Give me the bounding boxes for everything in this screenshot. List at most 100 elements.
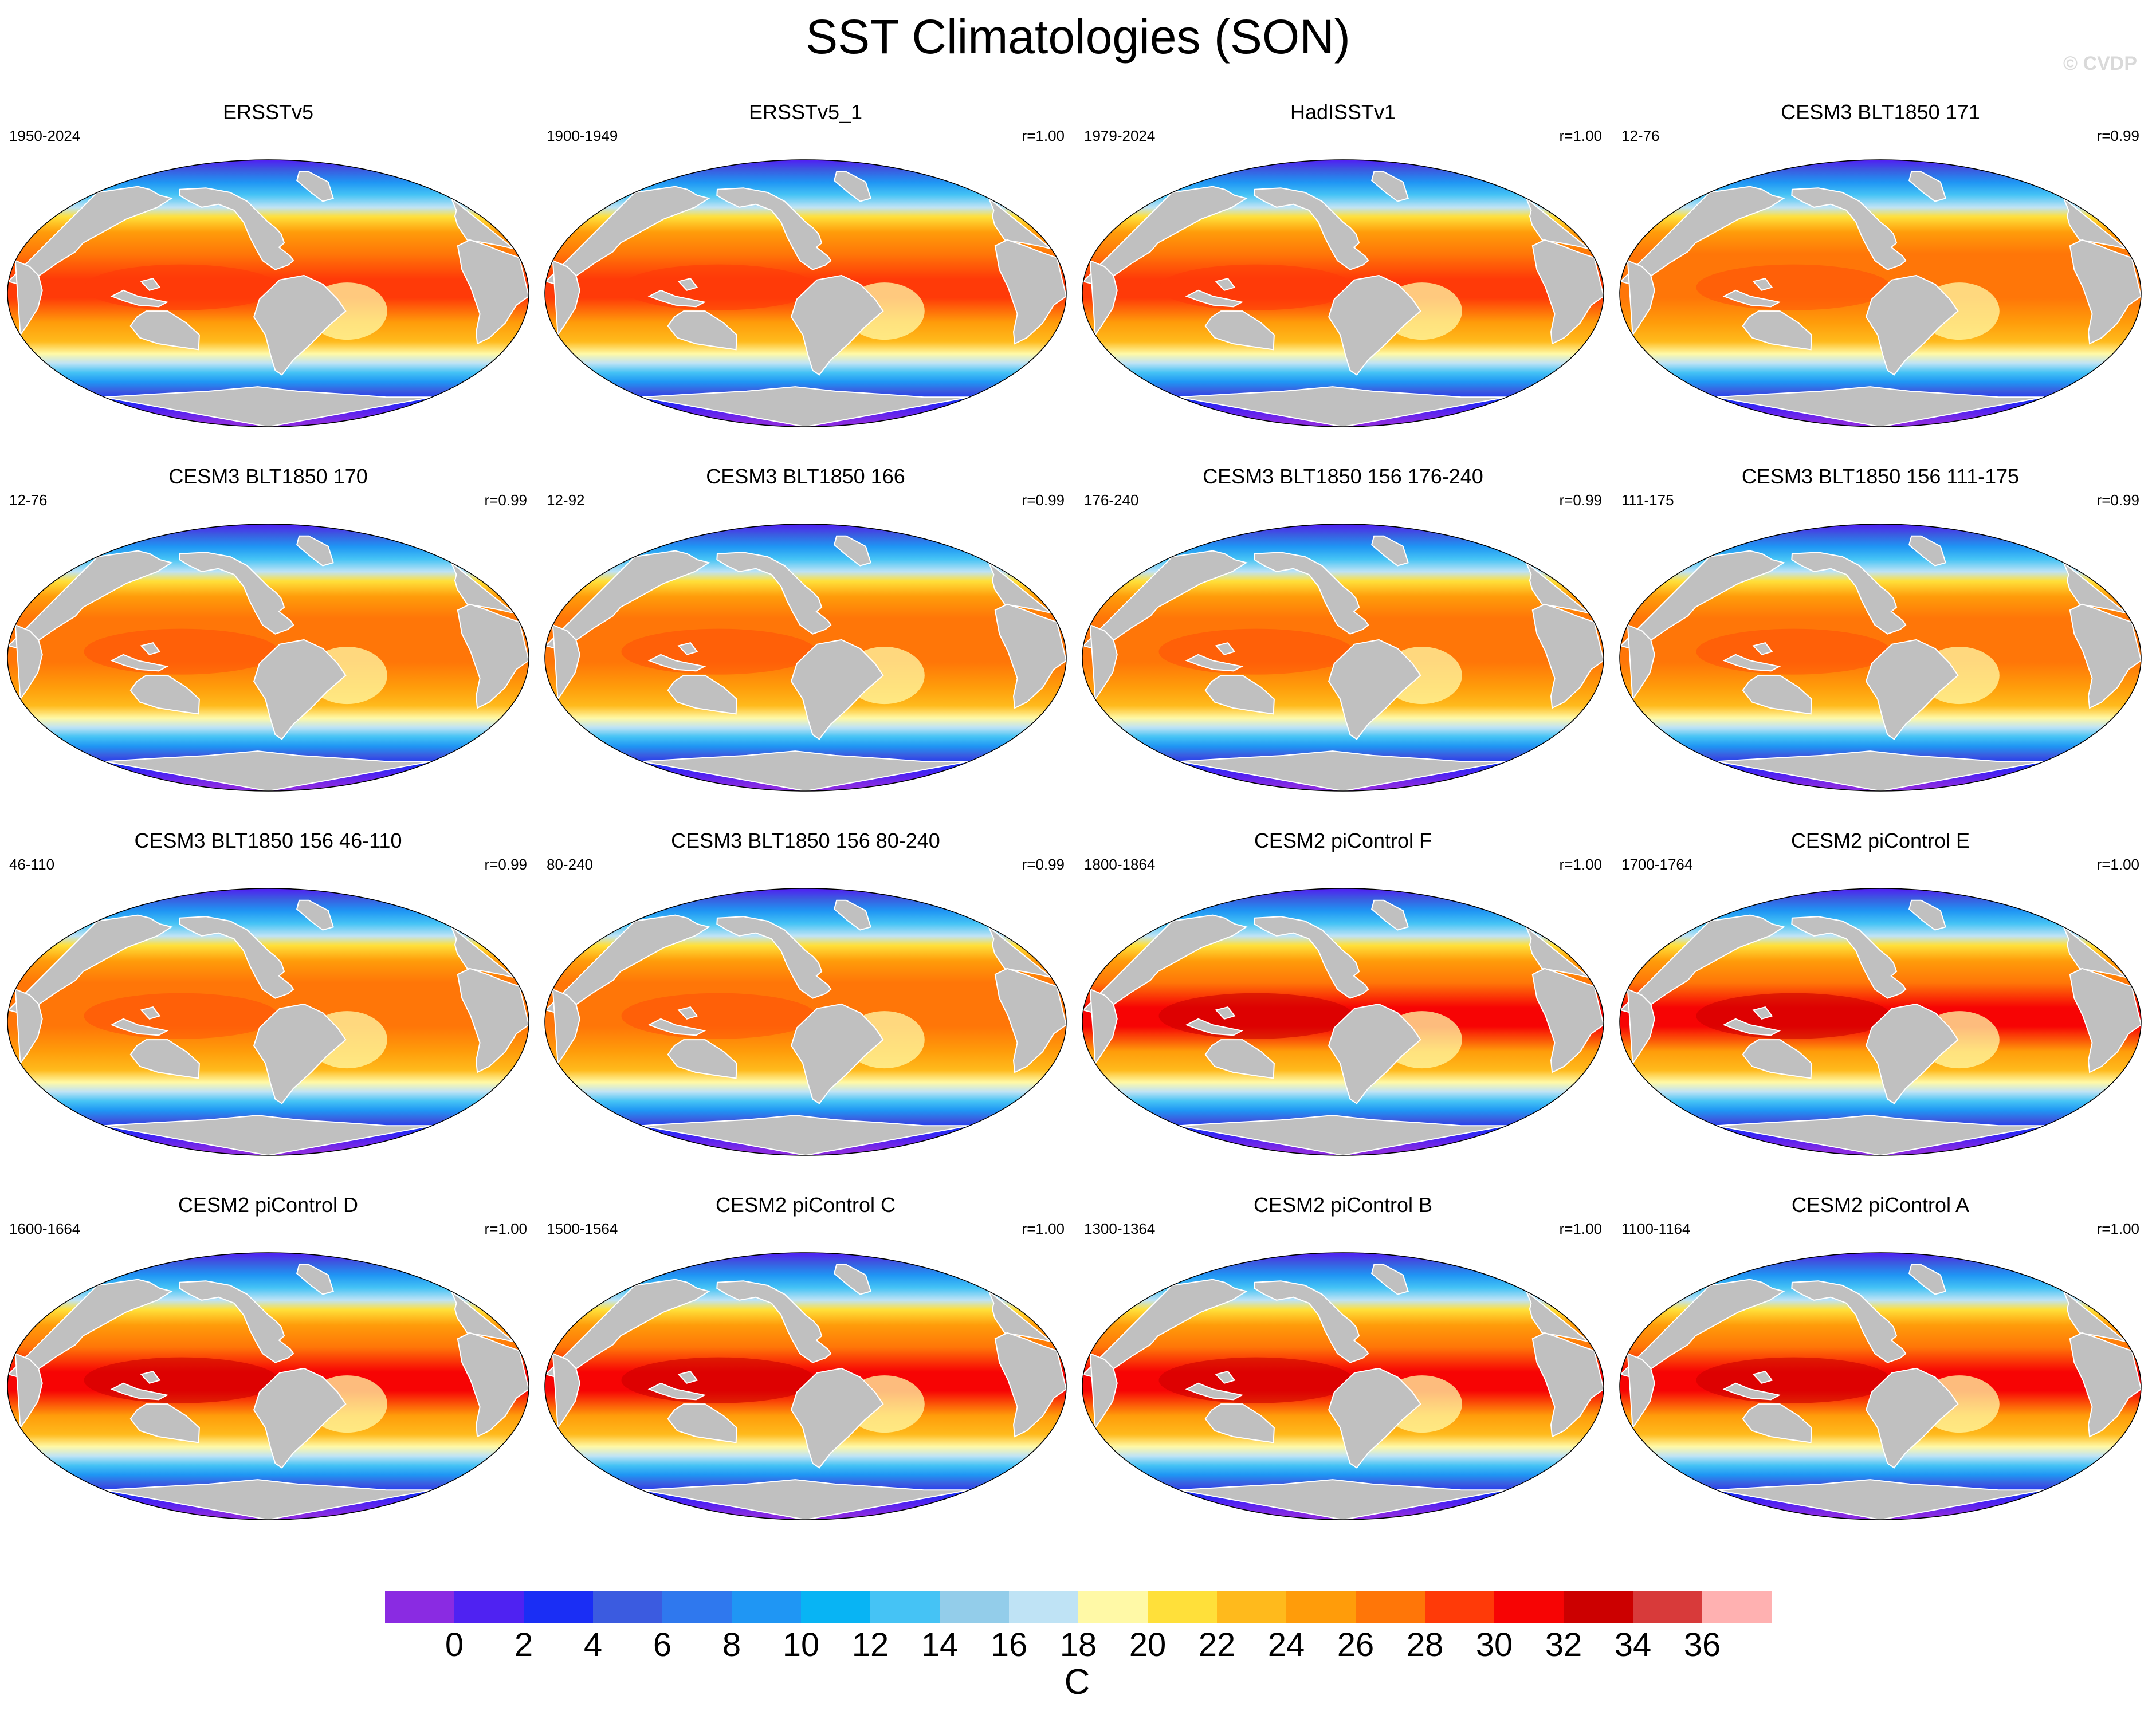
colorbar-swatch <box>1009 1591 1078 1623</box>
land-mass <box>552 259 580 337</box>
panel-correlation: r=0.99 <box>1022 856 1065 873</box>
land-mass <box>1089 259 1118 337</box>
panel-title: CESM3 BLT1850 166 <box>706 465 905 488</box>
colorbar-swatch <box>662 1591 732 1623</box>
land-mass <box>1179 750 1507 791</box>
land-mass <box>1716 386 2045 427</box>
land-mass <box>104 1479 433 1520</box>
land-mass <box>1627 259 1655 337</box>
land-mass <box>1204 675 1275 715</box>
colorbar-swatch <box>1564 1591 1633 1623</box>
land-mass <box>647 654 706 672</box>
sst-map <box>544 888 1067 1156</box>
land-mass <box>1716 1115 2045 1155</box>
land-mass <box>104 750 433 791</box>
panel-title: CESM3 BLT1850 156 46-110 <box>134 829 402 852</box>
land-mass <box>296 899 334 931</box>
land-mass <box>450 196 515 250</box>
land-mass <box>450 561 515 614</box>
land-mass <box>1089 988 1118 1065</box>
land-mass <box>1089 1352 1118 1430</box>
sst-map <box>544 524 1067 792</box>
map-layers <box>7 888 529 1155</box>
colorbar-tick-label: 32 <box>1545 1626 1582 1663</box>
warm-pool <box>1158 628 1354 675</box>
panel-correlation: r=1.00 <box>1559 127 1602 144</box>
land-mass <box>253 1367 347 1469</box>
panel-years: 12-92 <box>547 491 585 509</box>
land-mass <box>450 1289 515 1343</box>
land-mass <box>1254 187 1369 270</box>
sst-map <box>1082 524 1604 792</box>
land-mass <box>179 187 294 270</box>
map-panel: CESM2 piControl F 1800-1864 r=1.00 <box>1075 828 1611 1172</box>
map-outline <box>1619 159 2142 427</box>
land-mass <box>1866 639 1959 740</box>
land-mass <box>716 187 832 270</box>
land-mass <box>1866 1003 1959 1104</box>
land-mass <box>1627 624 1655 701</box>
land-mass <box>129 310 200 351</box>
colorbar-tick-label: 2 <box>514 1626 533 1663</box>
land-mass <box>2069 239 2141 345</box>
map-layers <box>7 160 529 427</box>
colorbar-tick-label: 10 <box>782 1626 820 1663</box>
map-layers <box>1082 888 1604 1155</box>
colorbar-swatches <box>385 1591 1772 1623</box>
land-mass <box>1742 1039 1812 1079</box>
colorbar-tick-label: 34 <box>1614 1626 1652 1663</box>
warm-pool <box>1158 264 1354 310</box>
map-outline <box>1082 159 1604 427</box>
map-outline <box>1082 524 1604 792</box>
panel-years: 46-110 <box>9 856 55 873</box>
map-panel: CESM2 piControl A 1100-1164 r=1.00 <box>1612 1193 2149 1536</box>
land-mass <box>129 1039 200 1079</box>
panel-correlation: r=1.00 <box>2096 1220 2139 1237</box>
map-layers <box>7 1253 529 1520</box>
land-mass <box>791 274 884 376</box>
land-mass <box>296 535 334 567</box>
panel-years: 1700-1764 <box>1621 856 1693 873</box>
panel-correlation: r=1.00 <box>1022 1220 1065 1237</box>
land-mass <box>1215 1006 1236 1020</box>
land-mass <box>647 1382 706 1401</box>
colorbar-tick-label: 20 <box>1129 1626 1167 1663</box>
land-mass <box>667 310 737 351</box>
panel-title: ERSSTv5_1 <box>748 100 863 124</box>
sst-map <box>1082 159 1604 427</box>
warm-pool <box>1696 264 1891 310</box>
land-mass <box>833 1264 871 1295</box>
panel-title: CESM2 piControl D <box>178 1193 359 1217</box>
warm-pool <box>1696 628 1891 675</box>
panel-correlation: r=1.00 <box>1022 127 1065 144</box>
warm-pool <box>1158 993 1354 1039</box>
land-mass <box>1370 1264 1409 1295</box>
colorbar-swatch <box>385 1591 454 1623</box>
panel-title: CESM3 BLT1850 156 80-240 <box>671 829 940 852</box>
panel-years: 1600-1664 <box>9 1220 81 1237</box>
land-mass <box>2069 967 2141 1073</box>
land-mass <box>552 988 580 1065</box>
map-layers <box>1620 524 2141 791</box>
land-mass <box>791 1367 884 1469</box>
land-mass <box>2062 925 2127 978</box>
panel-correlation: r=0.99 <box>1022 491 1065 509</box>
panel-correlation: r=0.99 <box>484 856 527 873</box>
land-mass <box>1254 552 1369 635</box>
land-mass <box>1215 1370 1236 1384</box>
land-mass <box>1531 603 1604 709</box>
land-mass <box>994 603 1066 709</box>
land-mass <box>2069 1332 2141 1438</box>
land-mass <box>833 899 871 931</box>
land-mass <box>552 1352 580 1430</box>
colorbar-unit: C <box>1064 1662 1090 1702</box>
panel-correlation: r=0.99 <box>484 491 527 509</box>
warm-pool <box>84 1357 279 1403</box>
panel-years: 1500-1564 <box>547 1220 618 1237</box>
land-mass <box>641 386 970 427</box>
map-panel: CESM3 BLT1850 156 111-175 111-175 r=0.99 <box>1612 464 2149 808</box>
panel-correlation: r=0.99 <box>2096 491 2139 509</box>
land-mass <box>791 1003 884 1104</box>
land-mass <box>1531 1332 1604 1438</box>
land-mass <box>987 561 1052 614</box>
